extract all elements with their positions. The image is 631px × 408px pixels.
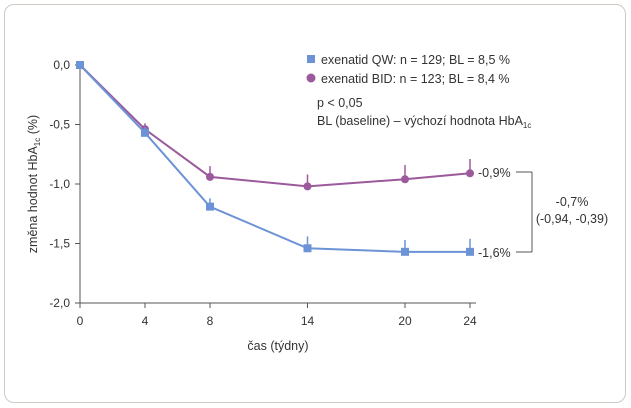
baseline-note-subscript: 1c — [523, 121, 531, 130]
x-tick-label: 4 — [142, 314, 149, 328]
x-tick-label: 20 — [398, 314, 412, 328]
legend-label-qw: exenatid QW: n = 129; BL = 8,5 % — [321, 53, 510, 67]
data-point-qw — [206, 202, 214, 211]
y-axis-label-subscript: 1c — [33, 138, 42, 146]
legend: exenatid QW: n = 129; BL = 8,5 % exenati… — [306, 53, 531, 130]
y-axis-label: změna hodnot HbA1c (%) — [26, 115, 42, 253]
y-tick-label: -1,5 — [49, 237, 70, 251]
chart-frame — [4, 4, 626, 403]
difference-label: -0,7% — [556, 195, 589, 209]
y-tick-label: 0,0 — [53, 58, 70, 72]
y-tick-label: -0,5 — [49, 118, 70, 132]
x-ticks: 0 4 8 14 20 24 — [77, 303, 477, 328]
x-tick-label: 14 — [301, 314, 315, 328]
x-tick-label: 0 — [77, 314, 84, 328]
end-annotations: -0,9% -1,6% -0,7% (-0,94, -0,39) — [478, 166, 608, 260]
data-point-qw — [401, 247, 409, 256]
legend-marker-bid — [306, 73, 316, 83]
end-label-qw: -1,6% — [478, 246, 511, 260]
series-group — [76, 61, 474, 256]
data-point-bid — [466, 169, 474, 178]
data-point-qw — [76, 61, 84, 69]
data-point-qw — [466, 247, 474, 256]
y-tick-label: -1,0 — [49, 177, 70, 191]
data-point-bid — [206, 172, 214, 181]
p-value-note: p < 0,05 — [317, 96, 363, 110]
difference-ci: (-0,94, -0,39) — [536, 212, 608, 226]
data-point-qw — [303, 244, 312, 253]
y-tick-label: -2,0 — [49, 296, 70, 310]
x-axis-label: čas (týdny) — [247, 339, 308, 353]
data-point-bid — [401, 175, 409, 184]
data-point-bid — [303, 182, 312, 191]
data-point-qw — [141, 128, 149, 137]
y-axis-label-unit: (%) — [26, 115, 40, 138]
series-line-qw — [79, 64, 470, 253]
series-line-bid — [79, 64, 471, 188]
legend-marker-qw — [307, 55, 315, 63]
legend-label-bid: exenatid BID: n = 123; BL = 8,4 % — [321, 72, 510, 86]
x-tick-label: 8 — [207, 314, 214, 328]
end-label-bid: -0,9% — [478, 166, 511, 180]
y-ticks: 0,0 -0,5 -1,0 -1,5 -2,0 — [49, 58, 80, 310]
baseline-note: BL (baseline) – výchozí hodnota HbA1c — [317, 114, 531, 130]
x-tick-label: 24 — [463, 314, 477, 328]
